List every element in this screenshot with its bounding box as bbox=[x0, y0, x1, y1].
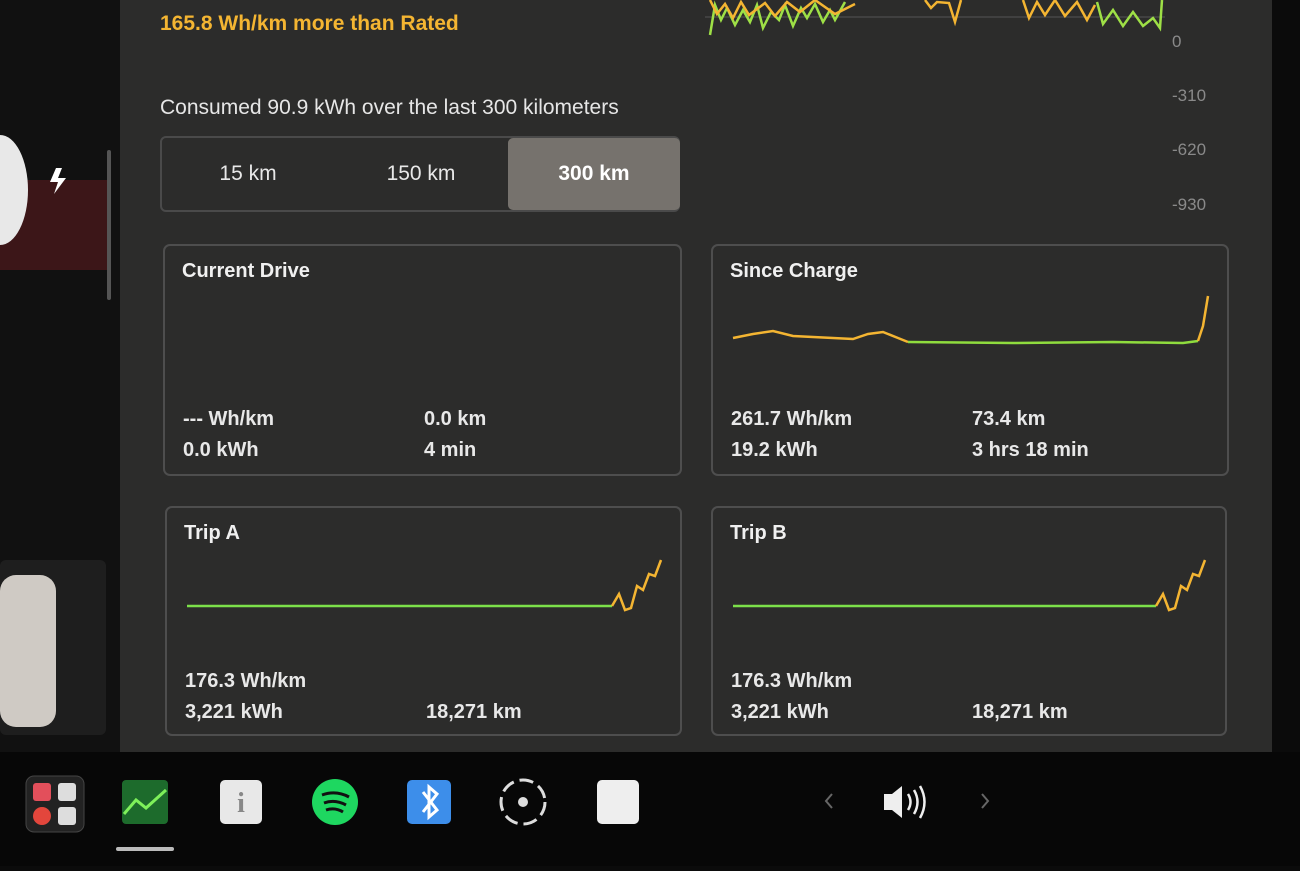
card-stat: 0.0 km bbox=[424, 408, 487, 430]
card-stat: 0.0 kWh bbox=[183, 439, 259, 461]
graph-line-orange bbox=[924, 0, 963, 27]
card-stat: 18,271 km bbox=[972, 701, 1068, 723]
range-tabs: 15 km 150 km 300 km bbox=[160, 136, 680, 212]
sparkline bbox=[187, 559, 663, 612]
energy-icon-line bbox=[122, 788, 168, 815]
launcher-tile bbox=[33, 783, 51, 801]
axis-label: -310 bbox=[1172, 86, 1207, 105]
sparkline bbox=[733, 559, 1207, 612]
launcher-tile bbox=[33, 807, 51, 825]
range-tab[interactable]: 15 km bbox=[219, 162, 277, 185]
manual-app-icon[interactable] bbox=[220, 780, 262, 824]
card-stat: 3,221 kWh bbox=[185, 701, 283, 723]
range-tab[interactable]: 300 km bbox=[508, 138, 680, 210]
sparkline-path bbox=[1154, 559, 1207, 612]
volume-waves bbox=[906, 785, 926, 819]
range-tab[interactable]: 150 km bbox=[386, 162, 456, 185]
sparkline bbox=[732, 295, 1210, 345]
energy-app-icon[interactable] bbox=[122, 780, 168, 824]
card-title: Current Drive bbox=[182, 260, 310, 282]
card-stat: 176.3 Wh/km bbox=[185, 670, 307, 692]
card-stat: 3,221 kWh bbox=[731, 701, 829, 723]
card-title: Trip B bbox=[730, 522, 787, 544]
car-top bbox=[0, 575, 56, 727]
consumed-summary: Consumed 90.9 kWh over the last 300 kilo… bbox=[160, 96, 619, 119]
sparkline-path bbox=[907, 339, 1199, 345]
car-side-view bbox=[0, 0, 120, 752]
launcher-tile bbox=[58, 783, 76, 801]
axis-label: -930 bbox=[1172, 195, 1207, 214]
card-stat: 19.2 kWh bbox=[731, 439, 818, 461]
card-stat: 73.4 km bbox=[972, 408, 1046, 430]
icon-glyph bbox=[421, 783, 440, 821]
graph-line-orange bbox=[708, 0, 856, 21]
icon-glyph: i bbox=[237, 788, 245, 819]
dashcam-app-icon[interactable] bbox=[597, 780, 639, 824]
sparkline-path bbox=[610, 559, 663, 612]
card-stat: 4 min bbox=[424, 439, 477, 461]
axis-label: -620 bbox=[1172, 140, 1207, 159]
volume-icon[interactable] bbox=[884, 786, 902, 818]
car-front bbox=[0, 135, 28, 245]
consumption-graph bbox=[705, 0, 1165, 36]
trip-card: Trip A 176.3 Wh/km 3,221 kWh 18,271 km bbox=[165, 506, 682, 736]
card-title: Trip A bbox=[184, 522, 240, 544]
sparkline-path bbox=[1196, 295, 1210, 342]
prev-arrow[interactable] bbox=[824, 793, 833, 809]
card-stat: 261.7 Wh/km bbox=[731, 408, 853, 430]
fan-app-icon[interactable] bbox=[499, 778, 547, 826]
graph-line-orange bbox=[1021, 0, 1097, 23]
card-stat: 18,271 km bbox=[426, 701, 522, 723]
trip-card: Current Drive --- Wh/km 0.0 km 0.0 kWh 4 min bbox=[163, 244, 682, 476]
card-title: Since Charge bbox=[730, 260, 858, 282]
card-stat: --- Wh/km bbox=[183, 408, 275, 430]
icon-glyph bbox=[321, 791, 350, 814]
card-stat: 3 hrs 18 min bbox=[972, 439, 1089, 461]
efficiency-note: 165.8 Wh/km more than Rated bbox=[160, 12, 459, 35]
dock: i bbox=[0, 752, 1300, 866]
icon-glyph bbox=[518, 797, 528, 807]
trip-card: Since Charge 261.7 Wh/km 73.4 km 19.2 kWh 3 … bbox=[711, 244, 1229, 476]
active-indicator bbox=[116, 847, 174, 851]
launcher-tile bbox=[58, 807, 76, 825]
dock-icons: i bbox=[25, 775, 990, 851]
sparkline-path bbox=[732, 329, 909, 344]
charge-icon bbox=[50, 168, 66, 194]
graph-line-green bbox=[1095, 0, 1164, 32]
card-stat: 176.3 Wh/km bbox=[731, 670, 853, 692]
trip-card: Trip B 176.3 Wh/km 3,221 kWh 18,271 km bbox=[711, 506, 1227, 736]
energy-panel bbox=[120, 0, 1272, 752]
next-arrow[interactable] bbox=[981, 793, 990, 809]
axis-label: 0 bbox=[1172, 32, 1182, 51]
scrollbar bbox=[107, 150, 111, 300]
